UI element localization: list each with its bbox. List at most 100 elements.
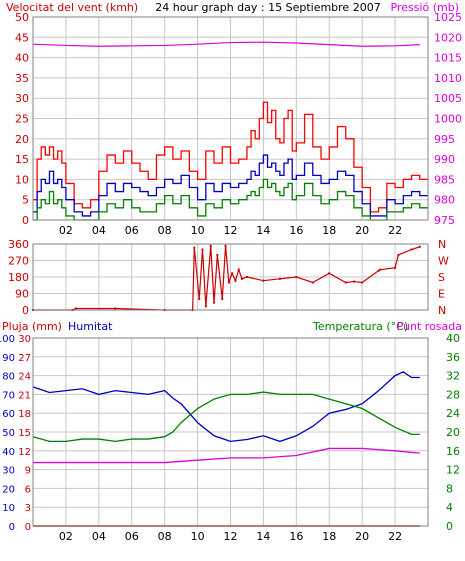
wind-y-tick-label: 30 <box>15 92 29 105</box>
direction-point <box>114 307 117 310</box>
humidity-x-tick-label: 16 <box>289 530 303 543</box>
direction-point <box>213 301 216 304</box>
temperature-y-tick-label: 16 <box>446 445 460 458</box>
direction-point <box>227 281 230 284</box>
rain-y-tick-label: 27 <box>18 353 31 364</box>
humidity-x-tick-label: 20 <box>355 530 369 543</box>
wind-y-tick-label: 50 <box>15 11 29 24</box>
humidity-y-tick-label: 50 <box>2 428 15 439</box>
pressure-y-tick-label: 1010 <box>434 72 462 85</box>
direction-point <box>397 254 400 256</box>
humidity-y-tick-label: 70 <box>2 390 15 401</box>
wind-x-tick-label: 06 <box>125 224 139 237</box>
direction-compass-label: S <box>438 271 445 284</box>
humidity-y-tick-label: 20 <box>2 484 15 495</box>
direction-y-tick-label: 180 <box>8 271 29 284</box>
direction-point <box>278 277 281 280</box>
temperature-y-tick-label: 28 <box>446 388 460 401</box>
direction-compass-label: E <box>438 288 445 301</box>
humidity-x-tick-label: 12 <box>224 530 238 543</box>
wind-x-tick-label: 16 <box>289 224 303 237</box>
wind-x-tick-label: 10 <box>191 224 205 237</box>
wind-x-tick-label: 18 <box>322 224 336 237</box>
wind-y-tick-label: 40 <box>15 52 29 65</box>
direction-point <box>245 276 248 278</box>
wind-series-vent-maxim <box>33 101 428 213</box>
wind-y-tick-label: 20 <box>15 133 29 146</box>
direction-y-tick-label: 0 <box>22 304 29 317</box>
direction-y-tick-label: 270 <box>8 255 29 268</box>
direction-point <box>216 254 219 256</box>
direction-point <box>394 266 397 269</box>
temperature-y-tick-label: 24 <box>446 407 460 420</box>
wind-y-tick-label: 15 <box>15 153 29 166</box>
humidity-x-tick-label: 18 <box>322 530 336 543</box>
direction-point <box>234 279 237 282</box>
temperature-y-tick-label: 0 <box>446 520 453 533</box>
humidity-panel-frame <box>32 337 429 527</box>
direction-point <box>379 268 382 271</box>
pressure-y-tick-label: 995 <box>434 133 455 146</box>
pressure-y-tick-label: 1005 <box>434 92 462 105</box>
temperature-axis-title: Temperatura (°C) <box>312 320 408 333</box>
direction-point <box>224 244 227 247</box>
direction-y-tick-label: 360 <box>8 238 29 251</box>
series-humitat <box>32 371 420 443</box>
rain-y-tick-label: 12 <box>18 447 31 458</box>
humidity-y-tick-label: 90 <box>2 353 15 364</box>
humidity-x-tick-label: 02 <box>59 530 73 543</box>
rain-y-tick-label: 24 <box>18 372 31 383</box>
dewpoint-axis-title: Punt rosada <box>397 320 462 333</box>
wind-x-tick-label: 22 <box>388 224 402 237</box>
direction-point <box>410 248 413 251</box>
direction-compass-label: N <box>438 238 446 251</box>
direction-point <box>209 244 212 247</box>
wind-x-tick-label: 02 <box>59 224 73 237</box>
direction-point <box>377 269 380 272</box>
pressure-y-tick-label: 990 <box>434 153 455 166</box>
direction-compass-label: W <box>438 255 449 268</box>
temperature-y-tick-label: 40 <box>446 332 460 345</box>
direction-point <box>344 281 347 284</box>
humidity-y-tick-label: 10 <box>2 503 15 514</box>
pressure-y-tick-label: 985 <box>434 173 455 186</box>
temperature-y-tick-label: 20 <box>446 426 460 439</box>
wind-y-tick-label: 10 <box>15 173 29 186</box>
wind-x-tick-label: 14 <box>256 224 270 237</box>
direction-point <box>231 272 234 275</box>
humidity-y-tick-label: 30 <box>2 466 15 477</box>
wind-x-tick-label: 20 <box>355 224 369 237</box>
pressure-y-tick-label: 1020 <box>434 31 462 44</box>
humidity-y-tick-label: 60 <box>2 409 15 420</box>
direction-point <box>74 307 77 310</box>
direction-point <box>201 248 204 251</box>
wind-series-vent-mitja <box>33 154 428 217</box>
humidity-y-tick-label: 0 <box>9 522 15 533</box>
direction-point <box>237 268 240 271</box>
direction-point <box>352 280 355 283</box>
wind-y-tick-label: 0 <box>22 214 29 227</box>
pressure-y-tick-label: 975 <box>434 214 455 227</box>
direction-point <box>193 246 196 249</box>
direction-point <box>311 281 314 284</box>
direction-panel-frame <box>32 243 429 311</box>
pressure-y-tick-label: 1025 <box>434 11 462 24</box>
wind-x-tick-label: 04 <box>92 224 106 237</box>
direction-point <box>361 281 364 284</box>
direction-point <box>262 279 265 282</box>
wind-axis-title: Velocitat del vent (kmh) <box>6 1 138 14</box>
pressure-y-tick-label: 980 <box>434 194 455 207</box>
rain-y-tick-label: 21 <box>18 390 31 401</box>
chart-title: 24 hour graph day : 15 Septiembre 2007 <box>155 1 380 14</box>
temperature-y-tick-label: 36 <box>446 351 460 364</box>
wind-y-tick-label: 5 <box>22 194 29 207</box>
humidity-y-tick-label: 40 <box>2 447 15 458</box>
rain-y-tick-label: 15 <box>18 428 31 439</box>
humidity-y-tick-label: 80 <box>2 372 15 383</box>
humidity-x-tick-label: 08 <box>158 530 172 543</box>
direction-point <box>241 277 244 280</box>
direction-point <box>204 305 207 308</box>
